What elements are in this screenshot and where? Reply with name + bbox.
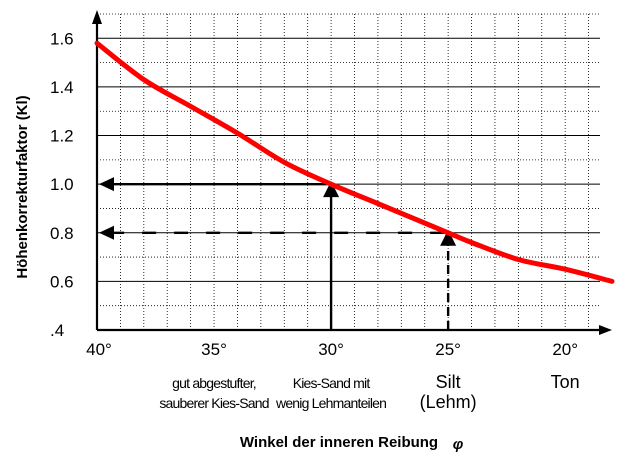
x-tick-label: 20° (552, 340, 578, 359)
series-line (94, 40, 615, 284)
y-tick-label: 0.8 (50, 224, 74, 243)
series (94, 40, 615, 284)
annotation-text: wenig Lehmanteilen (275, 395, 386, 411)
axes (92, 10, 612, 335)
y-axis-label: Höhenkorrekturfaktor (Kl) (14, 95, 31, 278)
y-tick-label: 0.6 (50, 272, 74, 291)
y-tick-label: 1.0 (50, 175, 74, 194)
x-tick-label: 40° (86, 340, 112, 359)
x-axis-arrowhead (599, 325, 612, 335)
annotation-text: Silt (436, 372, 461, 392)
y-tick-label: 1.6 (50, 29, 74, 48)
annotation-text: Kies-Sand mit (293, 375, 371, 391)
annotation-text: gut abgestufter, (172, 375, 256, 391)
y-tick-label: .4 (50, 321, 64, 340)
reference-arrowhead-up (440, 229, 457, 246)
x-tick-label: 25° (435, 340, 461, 359)
reference-lines (99, 177, 457, 330)
x-tick-label: 35° (201, 340, 227, 359)
annotation-text: Ton (551, 372, 580, 392)
y-tick-label: 1.4 (50, 78, 74, 97)
x-axis-symbol: φ (453, 436, 464, 453)
x-axis-label: Winkel der inneren Reibung (240, 434, 438, 451)
annotation-text: (Lehm) (420, 392, 477, 412)
y-tick-label: 1.2 (50, 127, 74, 146)
y-axis-arrowhead (92, 10, 102, 24)
reference-arrowhead-left (99, 177, 114, 192)
x-tick-label: 30° (318, 340, 344, 359)
reference-arrowhead-up (323, 181, 340, 198)
grid (97, 13, 600, 330)
tick-labels: 40° 35° 30° 25° 20° .4 0.6 0.8 1.0 1.2 1.4 1.6 (50, 29, 578, 359)
annotation-text: sauberer Kies-Sand (159, 395, 268, 411)
annotations: gut abgestufter, sauberer Kies-Sand Kies-S… (159, 372, 579, 412)
reference-arrowhead-left (99, 225, 114, 240)
